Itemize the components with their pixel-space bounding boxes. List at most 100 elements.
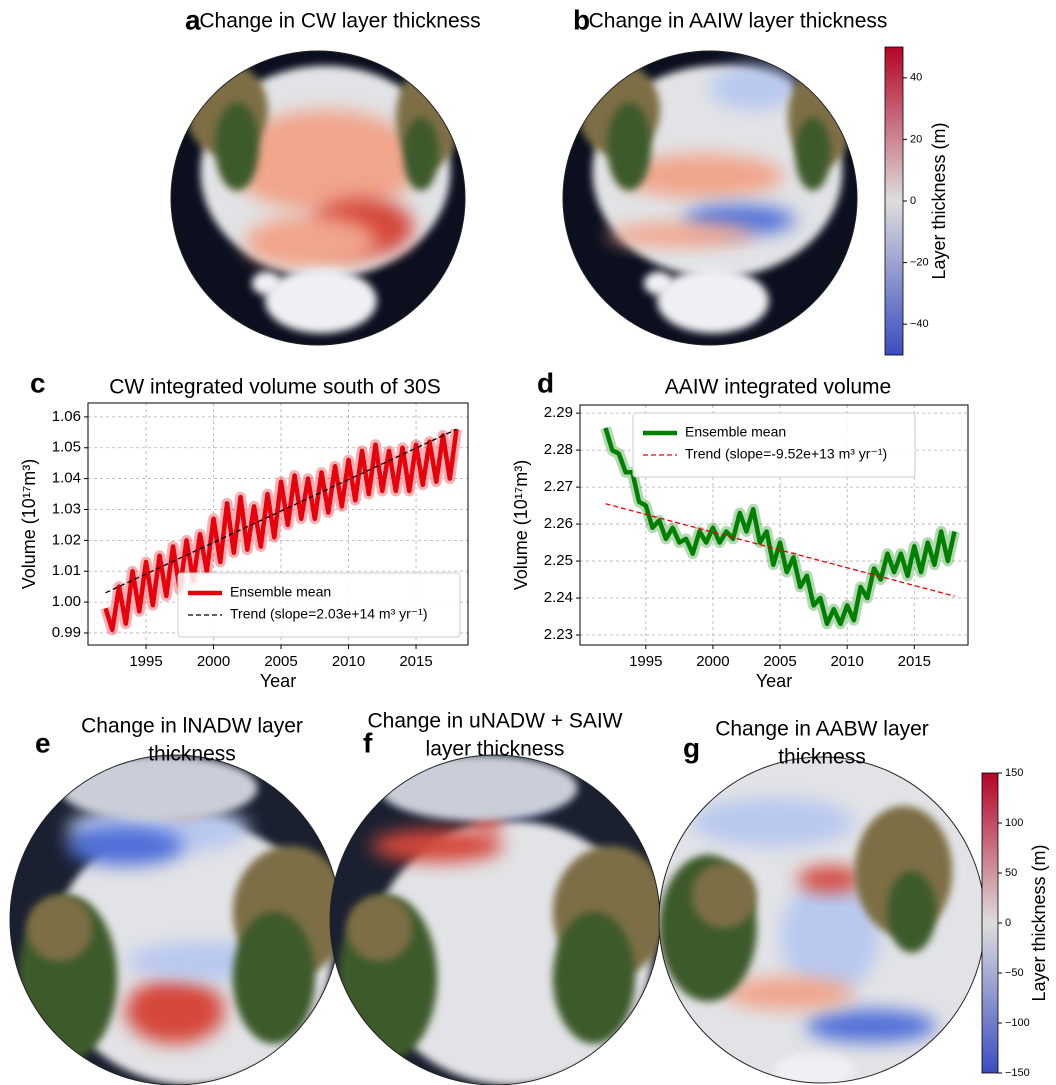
cb-tick-label: −40: [910, 318, 929, 330]
map-feature: [251, 271, 282, 296]
map-feature: [229, 109, 421, 213]
panel-letter: c: [30, 367, 46, 398]
legend-box: [632, 412, 916, 478]
y-tick-label: 2.25: [544, 552, 573, 569]
globe-rim: [562, 50, 858, 346]
x-axis-label: Year: [260, 671, 296, 691]
map-title: Change in uNADW + SAIW: [367, 710, 622, 733]
x-axis-label: Year: [756, 671, 792, 691]
map-title: Change in AAIW layer thickness: [589, 10, 888, 33]
map-feature: [607, 102, 652, 191]
map-feature: [795, 117, 831, 191]
panel-letter: e: [35, 727, 51, 758]
x-tick-label: 2005: [763, 653, 796, 670]
map-title: Change in lNADW layer: [81, 715, 303, 738]
cb-tick-label: −50: [1005, 967, 1024, 979]
y-axis-label: Volume (10¹⁷m³): [19, 459, 39, 590]
map-feature: [346, 895, 413, 962]
y-tick-label: 1.01: [52, 562, 81, 579]
series-line: [603, 427, 957, 627]
cb-tick-label: −100: [1005, 1017, 1030, 1029]
map-feature: [607, 222, 755, 247]
globe: [659, 757, 985, 1083]
x-tick-label: 1995: [629, 653, 662, 670]
map-feature: [59, 755, 258, 821]
y-tick-label: 1.02: [52, 531, 81, 548]
map-feature: [232, 911, 316, 1044]
map-feature: [724, 977, 855, 1010]
panel-letter: a: [185, 4, 201, 35]
legend-label: Trend (slope=-9.52e+13 m³ yr⁻¹): [685, 446, 887, 462]
x-tick-label: 2015: [399, 653, 432, 670]
map-feature: [797, 866, 863, 893]
map-feature: [657, 268, 769, 334]
y-tick-label: 2.28: [544, 441, 573, 458]
x-tick-label: 2000: [696, 653, 729, 670]
map-feature: [244, 215, 377, 269]
cb-label: Layer thickness (m): [1029, 844, 1049, 1001]
map-title: Change in CW layer thickness: [199, 10, 480, 33]
map-feature: [265, 268, 377, 334]
x-tick-label: 2015: [898, 653, 931, 670]
map-feature: [403, 117, 439, 191]
globe: [10, 755, 340, 1085]
x-tick-label: 2005: [264, 653, 297, 670]
chart-title: CW integrated volume south of 30S: [109, 376, 441, 399]
cb-tick-label: −150: [1005, 1067, 1030, 1079]
globe: [171, 51, 465, 345]
panel-letter: g: [683, 732, 700, 763]
globe-rim: [170, 50, 466, 346]
colorbar: [884, 46, 904, 356]
cb-tick-label: 0: [910, 195, 916, 207]
map-feature: [781, 879, 880, 994]
y-tick-label: 1.06: [52, 408, 81, 425]
cb-tick-label: −20: [910, 257, 929, 269]
map-title: thickness: [148, 743, 236, 766]
y-tick-label: 1.04: [52, 470, 81, 487]
y-tick-label: 2.23: [544, 626, 573, 643]
legend-label: Ensemble mean: [230, 584, 331, 600]
globe: [330, 755, 660, 1085]
cb-tick-label: 40: [910, 72, 922, 84]
map-feature: [643, 271, 674, 296]
map-feature: [125, 977, 225, 1044]
y-axis-label: Volume (10¹⁷m³): [511, 460, 531, 591]
trend-line: [605, 503, 955, 597]
trend-line: [105, 428, 457, 594]
panel-letter: d: [537, 367, 554, 398]
map-feature: [887, 871, 937, 953]
map-feature: [67, 825, 184, 866]
x-tick-label: 2010: [332, 653, 365, 670]
legend-label: Trend (slope=2.03e+14 m³ yr⁻¹): [230, 606, 428, 622]
cb-label: Layer thickness (m): [929, 122, 949, 279]
map-title: thickness: [778, 746, 866, 769]
map-feature: [621, 153, 784, 198]
y-tick-label: 2.27: [544, 478, 573, 495]
map-feature: [379, 755, 578, 821]
panel-letter: f: [363, 727, 373, 758]
map-feature: [805, 1009, 937, 1043]
x-tick-label: 1995: [129, 653, 162, 670]
legend-box: [177, 572, 461, 638]
cb-tick-label: 50: [1005, 867, 1017, 879]
map-feature: [552, 911, 636, 1044]
y-tick-label: 2.24: [544, 589, 573, 606]
x-tick-label: 2010: [830, 653, 863, 670]
plot-frame: [579, 404, 969, 646]
map-feature: [773, 1053, 855, 1083]
colorbar: [981, 772, 999, 1074]
y-tick-label: 0.99: [52, 624, 81, 641]
map-feature: [710, 65, 799, 110]
series-line: [103, 428, 459, 633]
plot-frame: [87, 402, 469, 646]
y-tick-label: 2.26: [544, 515, 573, 532]
cb-tick-label: 100: [1005, 817, 1023, 829]
panel-letter: b: [573, 4, 590, 35]
cb-tick-label: 0: [1005, 917, 1011, 929]
map-feature: [691, 862, 757, 929]
map-title: Change in AABW layer: [715, 718, 929, 741]
chart-title: AAIW integrated volume: [665, 376, 891, 399]
map-feature: [371, 829, 504, 863]
cb-tick-label: 20: [910, 133, 922, 145]
